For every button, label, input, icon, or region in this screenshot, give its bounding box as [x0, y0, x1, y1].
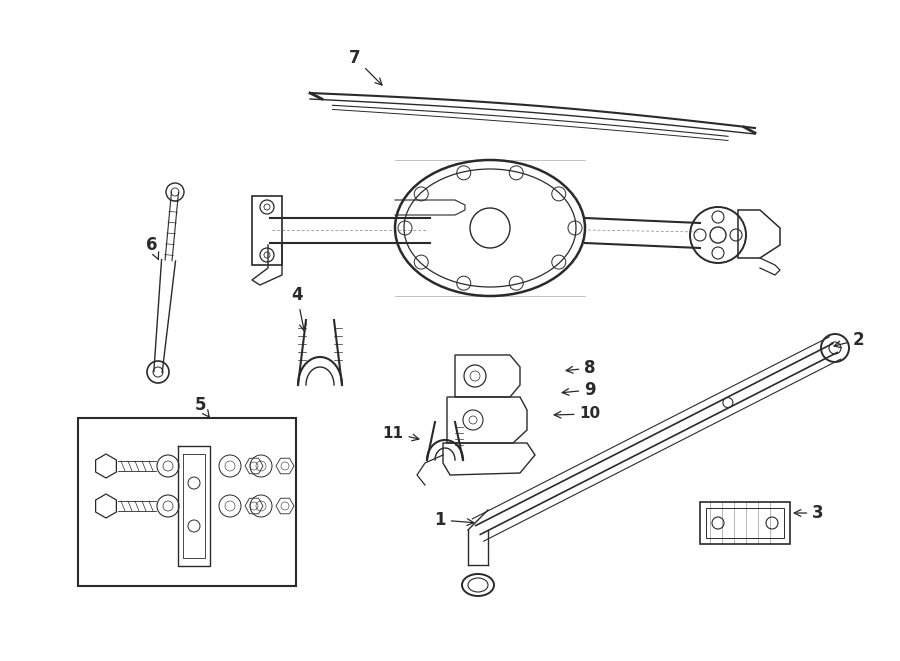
Text: 4: 4 [292, 286, 306, 331]
Text: 6: 6 [146, 236, 158, 260]
Text: 1: 1 [434, 511, 473, 529]
Text: 5: 5 [194, 396, 209, 417]
Bar [78, 418, 296, 586]
Bar [706, 508, 784, 538]
Text: 8: 8 [566, 359, 596, 377]
Text: 10: 10 [554, 407, 600, 422]
Bar [700, 502, 790, 544]
Text: 11: 11 [382, 426, 418, 441]
Text: 9: 9 [562, 381, 596, 399]
Text: 3: 3 [794, 504, 824, 522]
Text: 7: 7 [349, 49, 382, 85]
Text: 2: 2 [834, 331, 864, 349]
